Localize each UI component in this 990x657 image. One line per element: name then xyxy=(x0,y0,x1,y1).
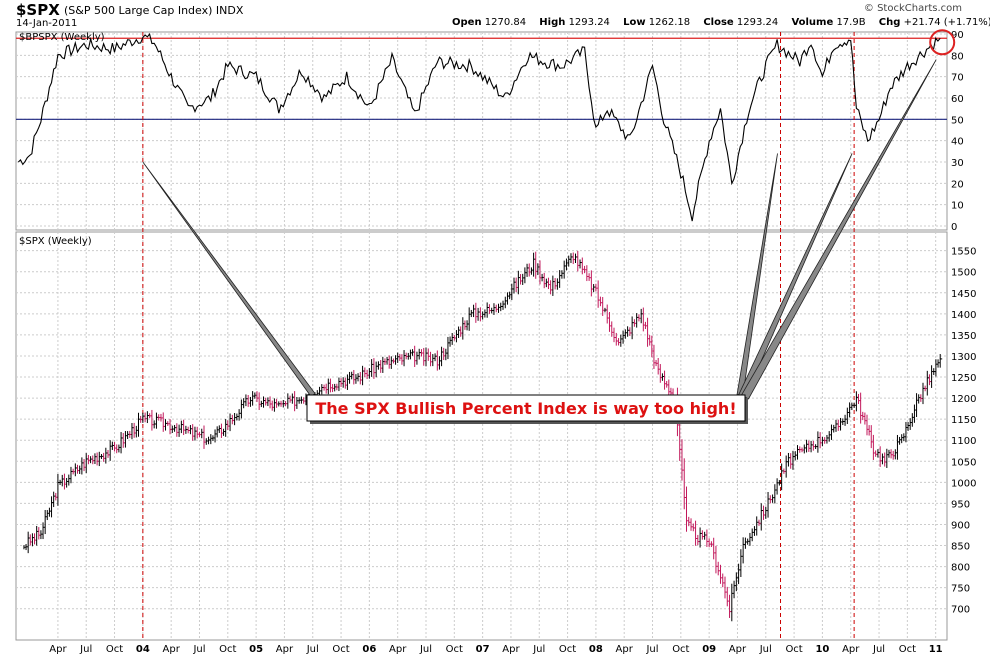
y-tick-label-spx: 1350 xyxy=(951,331,976,342)
y-tick-label-spx: 750 xyxy=(951,584,970,595)
y-tick-label-spx: 1150 xyxy=(951,415,976,426)
x-tick-label: Oct xyxy=(446,644,463,655)
y-tick-label-spx: 1100 xyxy=(951,436,976,447)
y-tick-label-bp: 80 xyxy=(951,51,964,62)
x-tick-label: Apr xyxy=(616,644,634,655)
x-tick-label: 06 xyxy=(362,644,376,655)
x-tick-label: Jul xyxy=(759,644,772,655)
y-tick-label-spx: 1300 xyxy=(951,352,976,363)
y-tick-label-bp: 10 xyxy=(951,201,964,212)
x-tick-label: Jul xyxy=(872,644,885,655)
chart-header: $SPX (S&P 500 Large Cap Index) INDX 14-J… xyxy=(0,0,990,32)
exchange-label: INDX xyxy=(215,4,244,17)
y-tick-label-bp: 90 xyxy=(951,30,964,41)
x-tick-label: Apr xyxy=(729,644,747,655)
y-tick-label-spx: 1000 xyxy=(951,478,976,489)
x-tick-label: 09 xyxy=(702,644,716,655)
indicator-panel xyxy=(15,31,948,231)
x-tick-label: Apr xyxy=(502,644,520,655)
x-tick-label: Jul xyxy=(419,644,432,655)
highlight-circle xyxy=(929,29,956,56)
y-tick-label-spx: 1050 xyxy=(951,457,976,468)
x-tick-label: 08 xyxy=(589,644,603,655)
x-tick-label: Jul xyxy=(79,644,92,655)
chart-panels xyxy=(15,31,948,641)
x-tick-label: Oct xyxy=(899,644,916,655)
symbol-title: $SPX xyxy=(16,1,60,19)
y-tick-label-bp: 70 xyxy=(951,73,964,84)
y-tick-label-spx: 800 xyxy=(951,563,970,574)
x-tick-label: 04 xyxy=(136,644,150,655)
y-tick-label-bp: 0 xyxy=(951,222,957,233)
close-quote: Close 1293.24 xyxy=(703,17,779,28)
low-quote: Low 1262.18 xyxy=(623,17,691,28)
x-tick-label: Jul xyxy=(532,644,545,655)
x-tick-label: Apr xyxy=(389,644,407,655)
y-tick-label-bp: 30 xyxy=(951,158,964,169)
x-tick-label: 05 xyxy=(249,644,263,655)
chart-marks xyxy=(16,32,947,640)
x-tick-label: Oct xyxy=(106,644,123,655)
x-tick-label: Oct xyxy=(672,644,689,655)
y-tick-label-spx: 900 xyxy=(951,520,970,531)
x-tick-label: Apr xyxy=(842,644,860,655)
y-tick-label-spx: 1250 xyxy=(951,373,976,384)
grid-lines xyxy=(16,32,947,640)
annotation-box xyxy=(306,394,746,422)
y-tick-label-spx: 1500 xyxy=(951,268,976,279)
annotation-text: The SPX Bullish Percent Index is way too… xyxy=(315,399,736,418)
brand-logo: © StockCharts.com xyxy=(863,3,962,14)
quote-bar: Open 1270.84 High 1293.24 Low 1262.18 Cl… xyxy=(452,17,990,28)
y-tick-label-bp: 40 xyxy=(951,137,964,148)
y-tick-label-spx: 1400 xyxy=(951,310,976,321)
x-tick-label: Jul xyxy=(306,644,319,655)
bpspx-line xyxy=(17,32,941,222)
x-tick-label: Apr xyxy=(163,644,181,655)
quote-date: 14-Jan-2011 xyxy=(16,18,78,29)
open-quote: Open 1270.84 xyxy=(452,17,527,28)
axis-labels: Apr Jul Oct 04 Apr Jul Oct 05 Apr Jul Oct 06 Apr Jul O… xyxy=(19,30,976,655)
x-tick-label: Jul xyxy=(192,644,205,655)
index-fullname: (S&P 500 Large Cap Index) xyxy=(64,4,213,17)
x-tick-label: 11 xyxy=(929,644,943,655)
y-tick-label-spx: 1200 xyxy=(951,394,976,405)
x-tick-label: Jul xyxy=(645,644,658,655)
x-tick-label: Oct xyxy=(785,644,802,655)
price-title: $SPX (Weekly) xyxy=(19,236,92,247)
x-tick-label: 07 xyxy=(476,644,490,655)
x-tick-label: Oct xyxy=(559,644,576,655)
annotation-layer: The SPX Bullish Percent Index is way too… xyxy=(142,29,956,424)
x-tick-label: Apr xyxy=(276,644,294,655)
y-tick-label-spx: 700 xyxy=(951,605,970,616)
index-name: (S&P 500 Large Cap Index) INDX xyxy=(64,4,243,17)
y-tick-label-bp: 50 xyxy=(951,115,964,126)
y-tick-label-spx: 1450 xyxy=(951,289,976,300)
change-quote: Chg +21.74 (+1.71%) xyxy=(878,17,990,28)
y-tick-label-spx: 1550 xyxy=(951,247,976,258)
y-tick-label-spx: 850 xyxy=(951,542,970,553)
x-tick-label: Oct xyxy=(219,644,236,655)
x-tick-label: Oct xyxy=(332,644,349,655)
y-tick-label-spx: 950 xyxy=(951,499,970,510)
x-tick-label: Apr xyxy=(49,644,67,655)
x-tick-label: 10 xyxy=(815,644,829,655)
y-tick-label-bp: 20 xyxy=(951,179,964,190)
indicator-title: $BPSPX (Weekly) xyxy=(19,32,105,43)
high-quote: High 1293.24 xyxy=(539,17,610,28)
y-tick-label-bp: 60 xyxy=(951,94,964,105)
volume-quote: Volume 17.9B xyxy=(791,17,866,28)
